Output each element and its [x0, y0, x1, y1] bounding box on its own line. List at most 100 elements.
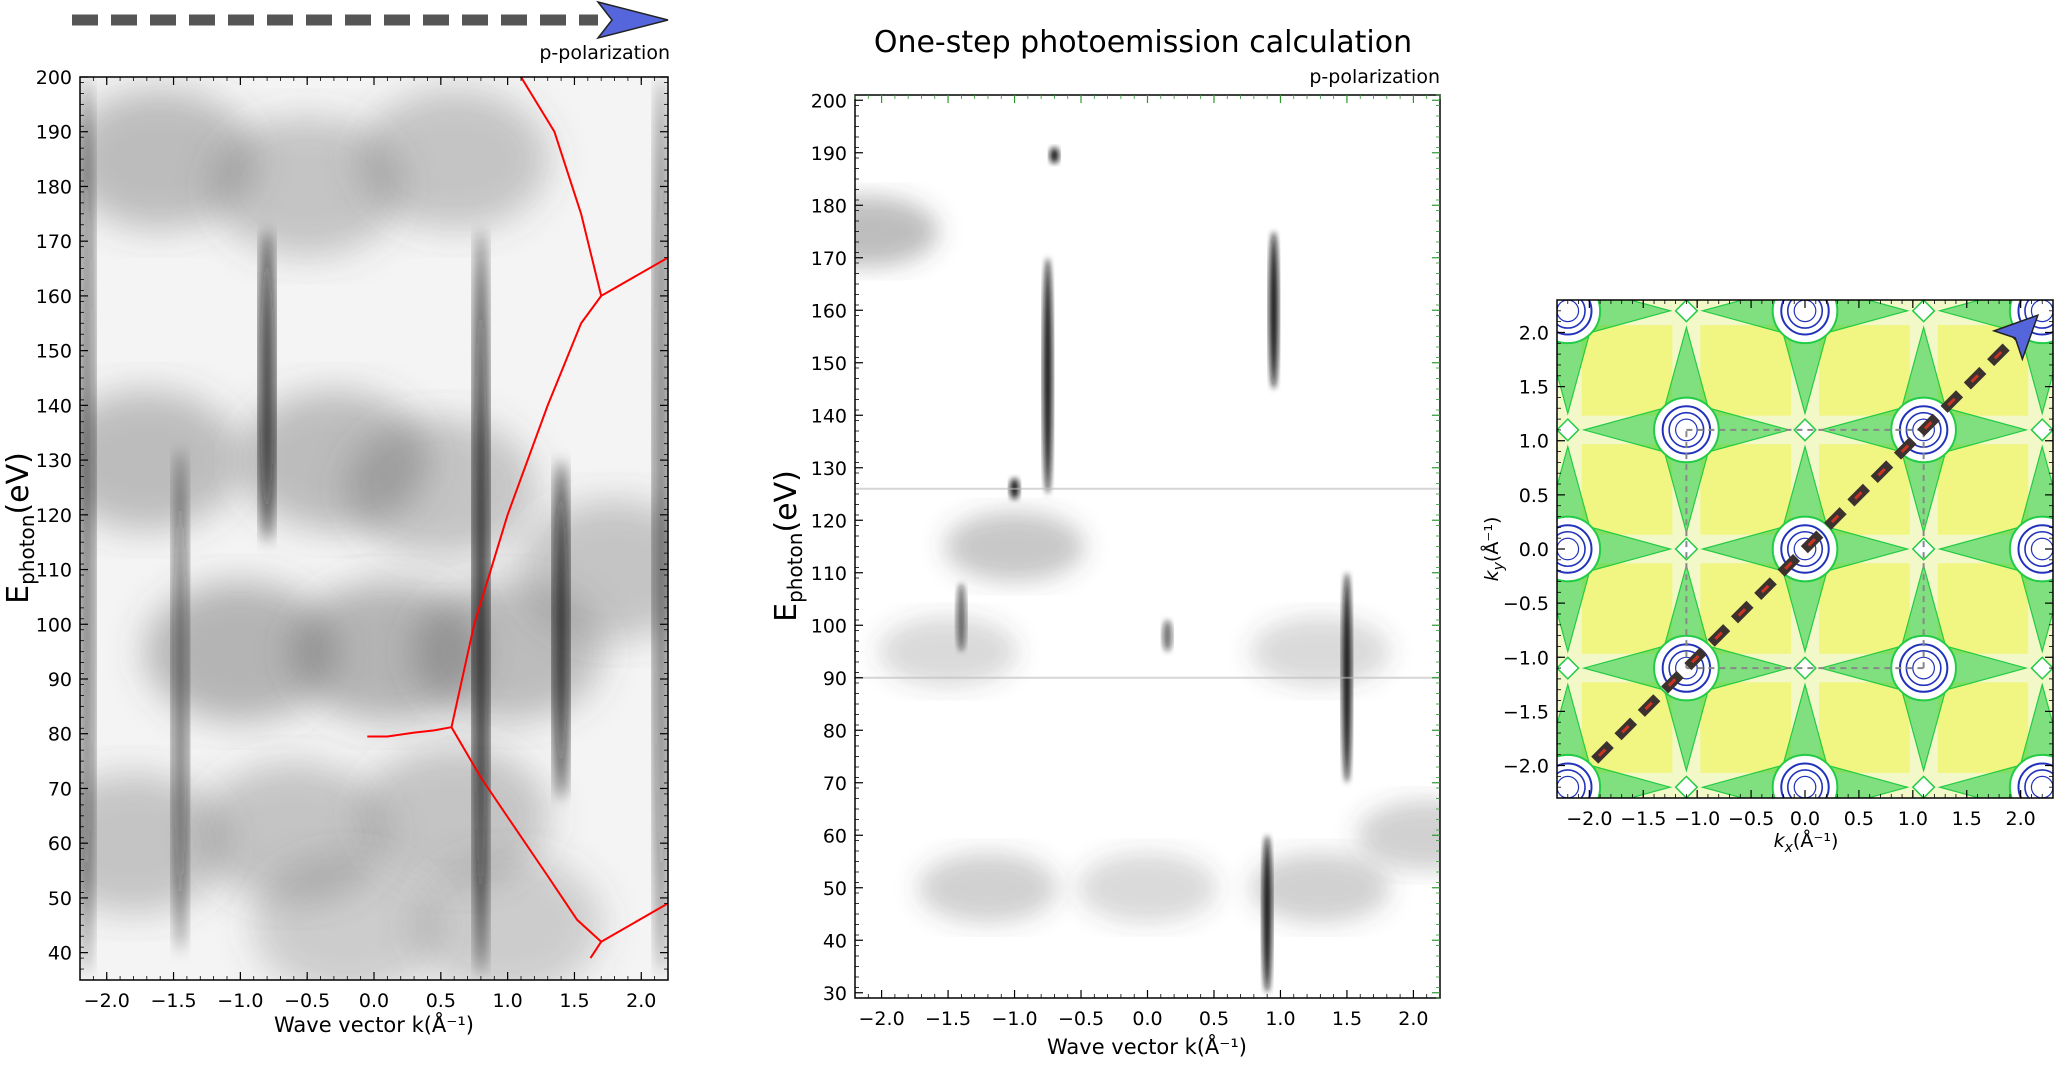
y-tick-label: 80: [823, 720, 847, 742]
y-tick-label: 140: [36, 395, 72, 417]
blue-pocket: [1780, 524, 1830, 574]
green-diamond: [1793, 656, 1817, 680]
yellow-pocket: [1937, 563, 2029, 654]
y-tick-label: 70: [823, 773, 847, 795]
x-tick-label: −0.5: [1058, 1008, 1104, 1030]
x-tick-label: −2.0: [1566, 808, 1612, 830]
y-tick-label: 60: [823, 825, 847, 847]
y-tick-label: 190: [36, 122, 72, 144]
y-tick-label: 0.0: [1519, 539, 1549, 561]
y-tick-label: 110: [811, 563, 847, 585]
y-tick-label: 120: [36, 505, 72, 527]
y-tick-label: 30: [823, 983, 847, 1005]
green-star-contour: [1700, 300, 1910, 416]
y-tick-label: 200: [811, 90, 847, 112]
x-tick-label: −1.5: [1620, 808, 1666, 830]
left-polarization-arrow: [72, 0, 669, 40]
x-tick-label: 2.0: [2006, 808, 2036, 830]
cut-line-dashed: [1591, 334, 2019, 764]
y-tick-label: 0.5: [1519, 485, 1549, 507]
y-tick-label: 1.0: [1519, 431, 1549, 453]
blue-pocket: [1557, 762, 1593, 798]
intensity-feature: [956, 583, 967, 652]
background-texture: [252, 855, 443, 980]
overlay-curve: [450, 726, 602, 943]
blue-pocket: [1557, 769, 1586, 798]
zone-center-ring: [1557, 753, 1602, 798]
x-tick-label: 1.5: [1952, 808, 1982, 830]
overlay-curve: [450, 295, 603, 728]
blue-pocket: [1675, 418, 1698, 442]
zone-center-ring: [2008, 753, 2053, 798]
right-fermi-surface-map: [1557, 300, 2053, 798]
left-overlay-curves: [367, 77, 668, 959]
middle-y-axis-label: Ephoton(eV): [769, 470, 807, 622]
intensity-feature: [1162, 620, 1173, 652]
intensity-feature: [1269, 231, 1279, 389]
intensity-feature: [654, 77, 668, 975]
x-tick-label: −1.5: [150, 990, 196, 1012]
y-tick-label: −0.5: [1503, 593, 1549, 615]
green-diamond: [1674, 300, 1699, 323]
blue-pocket: [1675, 656, 1698, 680]
background-texture: [1356, 800, 1440, 871]
y-tick-label: 150: [36, 341, 72, 363]
background-texture: [80, 89, 256, 230]
green-diamond: [1793, 418, 1817, 442]
left-axes: −2.0 −1.5 −1.0 −0.5 0.0 0.5 1.0 1.5 2.0 40 50 60 70 8…: [36, 67, 669, 1012]
blue-pocket: [1780, 300, 1830, 336]
blue-pocket: [1557, 530, 1586, 568]
yellow-pocket: [1581, 563, 1673, 654]
yellow-pocket: [1581, 444, 1673, 535]
yellow-pocket: [1937, 682, 2029, 773]
green-diamond: [2030, 418, 2053, 442]
blue-pocket: [2024, 300, 2053, 329]
y-tick-label: 170: [36, 231, 72, 253]
x-tick-label: −1.0: [217, 990, 263, 1012]
figure-title: One-step photoemission calculation: [874, 25, 1412, 60]
y-tick-label: 1.5: [1519, 377, 1549, 399]
x-tick-label: 2.0: [626, 990, 656, 1012]
blue-pocket: [1557, 300, 1586, 329]
background-texture: [855, 196, 939, 267]
left-x-axis-label: Wave vector k(Å⁻¹): [274, 1011, 474, 1037]
blue-pocket: [1557, 300, 1593, 336]
y-tick-label: 110: [36, 560, 72, 582]
y-tick-label: 130: [811, 458, 847, 480]
x-tick-label: 0.0: [1132, 1008, 1162, 1030]
green-diamond: [1674, 537, 1699, 561]
y-tick-label: 180: [36, 176, 72, 198]
y-tick-label: 70: [48, 778, 72, 800]
background-texture: [345, 417, 536, 558]
y-tick-label: 50: [823, 878, 847, 900]
background-texture: [878, 616, 1019, 687]
x-tick-label: 0.5: [1199, 1008, 1229, 1030]
right-panel: −2.0 −1.5 −1.0 −0.5 0.0 0.5 1.0 1.5 2.0−2.0−1.5−…: [1480, 299, 2054, 856]
green-diamond: [1911, 300, 1936, 323]
middle-axes: −2.0 −1.5 −1.0 −0.5 0.0 0.5 1.0 1.5 2.0 30 40 50 60 7…: [811, 90, 1441, 1030]
yellow-pocket: [1819, 325, 1910, 416]
intensity-feature: [173, 449, 188, 953]
middle-x-axis-label: Wave vector k(Å⁻¹): [1047, 1033, 1247, 1059]
yellow-pocket: [1819, 682, 1910, 773]
x-tick-label: −0.5: [1728, 808, 1774, 830]
green-diamond: [1557, 418, 1580, 442]
y-tick-label: 50: [48, 888, 72, 910]
background-texture: [359, 89, 550, 230]
y-tick-label: 160: [811, 300, 847, 322]
x-tick-label: 0.5: [426, 990, 456, 1012]
blue-pocket: [1912, 418, 1935, 442]
y-tick-label: 120: [811, 510, 847, 532]
right-cut-arrow: [1591, 313, 2040, 764]
y-tick-label: 60: [48, 833, 72, 855]
y-tick-label: 2.0: [1519, 322, 1549, 344]
x-tick-label: 1.5: [559, 990, 589, 1012]
background-texture: [1250, 852, 1391, 923]
background-texture: [80, 390, 242, 531]
left-y-axis-label: Ephoton(eV): [1, 452, 39, 604]
x-tick-label: 0.0: [1790, 808, 1820, 830]
x-tick-label: −1.0: [1674, 808, 1720, 830]
left-panel: p-polarization −2.0 −1.5 −1.0 −0.5 0.0 0.5 1.0…: [1, 0, 670, 1037]
middle-polarization-label: p-polarization: [1309, 66, 1440, 88]
y-tick-label: 90: [823, 668, 847, 690]
